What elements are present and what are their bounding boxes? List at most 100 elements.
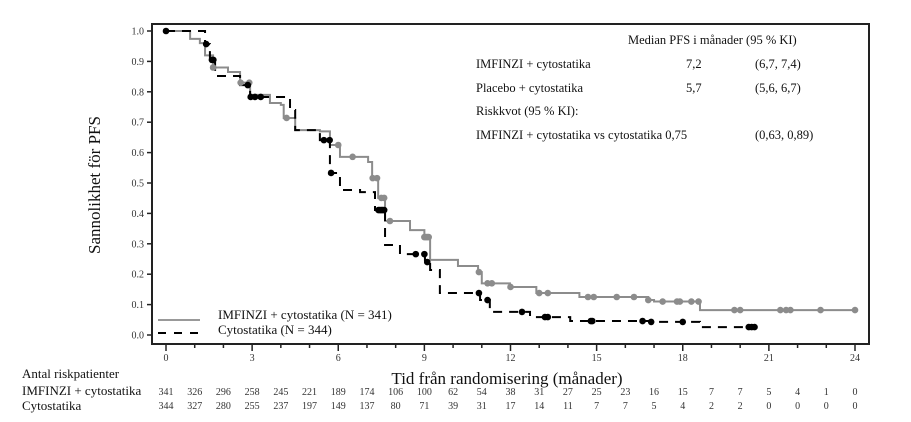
y-tick-label: 0.8 [132, 87, 145, 98]
censor-mark-cytostatika [423, 258, 431, 266]
censor-mark-cytostatika [421, 250, 428, 258]
legend-label-cytostatika: Cytostatika (N = 344) [218, 322, 332, 337]
censor-mark-cytostatika [679, 318, 687, 326]
censor-mark-imfinzi [777, 306, 784, 314]
risk-value-cytostatika: 14 [534, 401, 544, 412]
y-axis-title: Sannolikhet för PFS [85, 116, 104, 254]
censor-mark-cytostatika [380, 206, 388, 214]
x-axis-title: Tid från randomisering (månader) [391, 369, 622, 388]
censor-mark-cytostatika [202, 40, 210, 48]
censor-mark-imfinzi [349, 153, 356, 161]
risk-value-cytostatika: 11 [563, 401, 573, 412]
censor-mark-imfinzi [676, 298, 684, 305]
risk-value-imfinzi: 38 [506, 387, 516, 398]
x-tick-label: 9 [422, 353, 427, 364]
x-tick-label: 15 [592, 353, 602, 364]
censor-mark-imfinzi [630, 293, 638, 301]
censor-mark-cytostatika [320, 136, 328, 144]
y-tick-label: 1.0 [132, 27, 145, 38]
annotation-row-1-ci: (6,7, 7,4) [755, 57, 801, 71]
risk-value-imfinzi: 326 [187, 387, 202, 398]
risk-value-imfinzi: 31 [534, 387, 544, 398]
censor-marks [162, 27, 859, 331]
censor-mark-imfinzi [334, 141, 342, 149]
y-tick-label: 0.4 [132, 209, 145, 220]
risk-value-cytostatika: 5 [652, 401, 657, 412]
censor-mark-cytostatika [544, 313, 552, 321]
risk-value-imfinzi: 4 [795, 387, 800, 398]
annotation-row-1-value: 7,2 [686, 57, 702, 71]
median-pfs-annotation: Median PFS i månader (95 % KI) IMFINZI +… [476, 33, 813, 142]
risk-value-imfinzi: 7 [738, 387, 743, 398]
hazard-ratio-header: Riskkvot (95 % KI): [476, 104, 578, 118]
risk-value-cytostatika: 0 [766, 401, 771, 412]
censor-mark-imfinzi [535, 289, 543, 297]
risk-value-cytostatika: 80 [391, 401, 401, 412]
risk-value-cytostatika: 280 [216, 401, 231, 412]
risk-value-imfinzi: 106 [388, 387, 403, 398]
censor-mark-imfinzi [851, 306, 859, 314]
risk-value-cytostatika: 327 [187, 401, 202, 412]
risk-value-imfinzi: 174 [359, 387, 374, 398]
y-tick-label: 0.5 [132, 179, 145, 190]
risk-value-imfinzi: 16 [649, 387, 659, 398]
censor-mark-imfinzi [373, 174, 381, 182]
censor-mark-imfinzi [507, 283, 514, 291]
risk-value-cytostatika: 7 [594, 401, 599, 412]
risk-value-imfinzi: 27 [563, 387, 573, 398]
censor-mark-cytostatika [751, 323, 758, 331]
censor-mark-cytostatika [647, 318, 655, 326]
y-tick-label: 0.3 [132, 239, 145, 250]
annotation-header: Median PFS i månader (95 % KI) [628, 33, 797, 47]
x-tick-label: 21 [764, 353, 774, 364]
risk-value-imfinzi: 5 [766, 387, 771, 398]
risk-value-cytostatika: 7 [623, 401, 628, 412]
x-tick-label: 0 [164, 353, 169, 364]
censor-mark-cytostatika [518, 308, 526, 316]
censor-mark-cytostatika [484, 296, 491, 304]
risk-value-imfinzi: 1 [824, 387, 829, 398]
curve-imfinzi [166, 30, 855, 312]
y-axis: 0.0 0.1 0.2 0.3 0.4 0.5 0.6 0.7 0.8 0.9 1.0 [132, 27, 152, 342]
risk-value-imfinzi: 221 [302, 387, 317, 398]
censor-mark-cytostatika [412, 250, 420, 258]
risk-value-imfinzi: 0 [853, 387, 858, 398]
risk-value-cytostatika: 149 [331, 401, 346, 412]
risk-value-imfinzi: 189 [331, 387, 346, 398]
risk-value-imfinzi: 258 [245, 387, 260, 398]
risk-value-cytostatika: 71 [419, 401, 429, 412]
x-tick-label: 24 [850, 353, 860, 364]
risk-value-cytostatika: 31 [477, 401, 487, 412]
censor-mark-imfinzi [695, 298, 702, 305]
risk-value-imfinzi: 245 [273, 387, 288, 398]
y-tick-label: 0.1 [132, 300, 145, 311]
x-tick-label: 18 [678, 353, 688, 364]
risk-value-cytostatika: 17 [506, 401, 516, 412]
y-tick-label: 0.6 [132, 148, 145, 159]
censor-mark-imfinzi [209, 64, 217, 71]
curves [166, 30, 855, 329]
risk-value-cytostatika: 0 [853, 401, 858, 412]
plot-frame [151, 23, 870, 345]
censor-mark-cytostatika [244, 81, 252, 89]
y-tick-label: 0.0 [132, 331, 145, 342]
risk-value-imfinzi: 100 [417, 387, 432, 398]
censor-mark-imfinzi [283, 114, 290, 122]
censor-mark-cytostatika [589, 317, 596, 325]
risk-value-cytostatika: 237 [273, 401, 288, 412]
censor-mark-cytostatika [475, 289, 483, 297]
censor-mark-imfinzi [584, 293, 592, 301]
censor-mark-cytostatika [257, 93, 265, 101]
legend: IMFINZI + cytostatika (N = 341) Cytostat… [158, 307, 392, 337]
annotation-row-2-value: 5,7 [686, 81, 702, 95]
censor-mark-imfinzi [688, 298, 695, 305]
censor-mark-imfinzi [488, 280, 496, 287]
censor-mark-cytostatika [162, 27, 170, 35]
y-tick-label: 0.9 [132, 57, 145, 68]
risk-value-cytostatika: 255 [245, 401, 260, 412]
risk-value-imfinzi: 296 [216, 387, 231, 398]
censor-mark-cytostatika [327, 169, 335, 177]
censor-mark-imfinzi [817, 306, 824, 314]
risk-value-imfinzi: 341 [159, 387, 174, 398]
censor-mark-imfinzi [613, 293, 621, 301]
